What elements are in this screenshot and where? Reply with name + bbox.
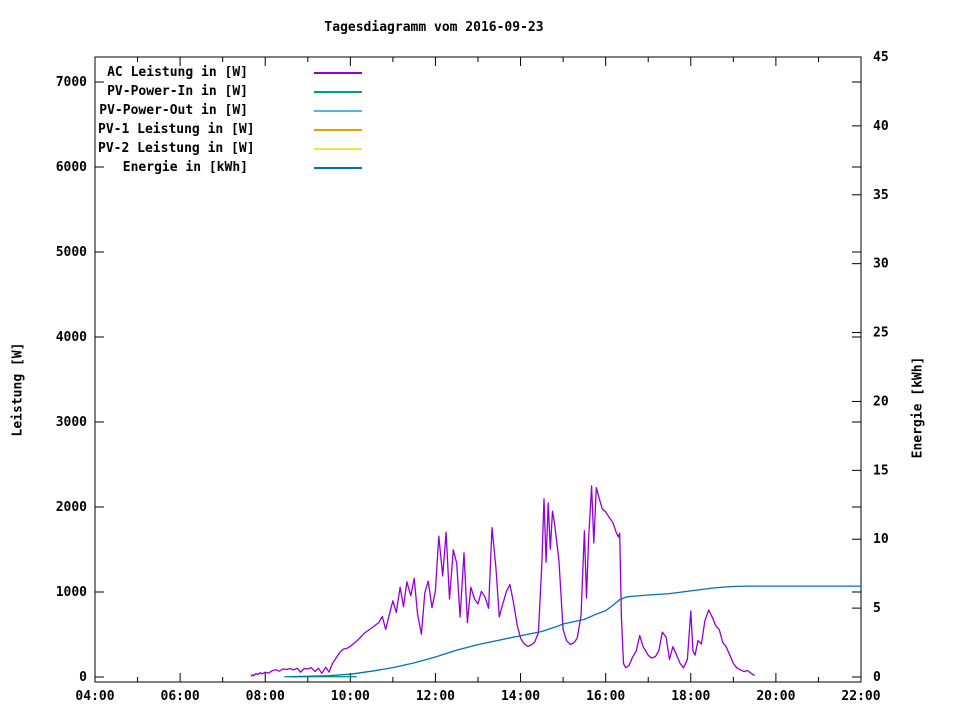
legend-row: AC Leistung in [W] [98,63,362,82]
x-tick-label: 14:00 [501,689,540,704]
y-left-tick-label: 7000 [56,75,87,90]
y-right-tick-label: 0 [873,670,881,685]
x-tick-label: 22:00 [841,689,880,704]
legend-label: AC Leistung in [W] [107,65,248,80]
x-tick-label: 16:00 [586,689,625,704]
legend-row: Energie in [kWh] [98,158,362,177]
legend-line-sample [314,128,362,131]
x-tick-label: 18:00 [671,689,710,704]
legend-label: PV-2 Leistung in [W] [98,141,255,156]
y-right-tick-label: 20 [873,394,889,409]
x-tick-label: 06:00 [161,689,200,704]
y-right-tick-label: 5 [873,601,881,616]
y-left-tick-label: 1000 [56,585,87,600]
legend-line-sample [314,71,362,74]
x-tick-label: 20:00 [756,689,795,704]
y-left-tick-label: 2000 [56,500,87,515]
y-left-tick-label: 0 [79,670,87,685]
y-right-tick-label: 40 [873,119,889,134]
series-line-ac-leistung-in-w- [250,485,755,677]
legend-line-sample [314,90,362,93]
x-tick-label: 12:00 [416,689,455,704]
legend-label: PV-1 Leistung in [W] [98,122,255,137]
y-right-tick-label: 30 [873,257,889,272]
legend-label: PV-Power-In in [W] [107,84,248,99]
legend-row: PV-1 Leistung in [W] [98,120,362,139]
y-right-tick-label: 25 [873,326,889,341]
chart-title: Tagesdiagramm vom 2016-09-23 [324,20,544,35]
y-right-tick-label: 15 [873,463,889,478]
legend: AC Leistung in [W] PV-Power-In in [W] PV-P… [98,63,362,177]
y-axis-left-title: Leistung [W] [10,342,26,437]
x-tick-label: 04:00 [75,689,114,704]
x-tick-label: 08:00 [246,689,285,704]
y-right-tick-label: 10 [873,532,889,547]
legend-row: PV-Power-In in [W] [98,82,362,101]
y-right-tick-label: 35 [873,188,889,203]
y-left-tick-label: 4000 [56,330,87,345]
series-line-energie-in-kwh- [290,585,861,678]
y-axis-right-title: Energie [kWh] [910,356,926,459]
legend-row: PV-Power-Out in [W] [98,101,362,120]
legend-label: Energie in [kWh] [122,160,248,175]
legend-label: PV-Power-Out in [W] [99,103,248,118]
y-right-tick-label: 45 [873,50,889,65]
legend-row: PV-2 Leistung in [W] [98,139,362,158]
legend-line-sample [314,147,362,150]
x-tick-label: 10:00 [331,689,370,704]
y-left-tick-label: 5000 [56,245,87,260]
legend-line-sample [314,109,362,112]
y-left-tick-label: 3000 [56,415,87,430]
y-left-tick-label: 6000 [56,160,87,175]
legend-line-sample [314,166,362,169]
